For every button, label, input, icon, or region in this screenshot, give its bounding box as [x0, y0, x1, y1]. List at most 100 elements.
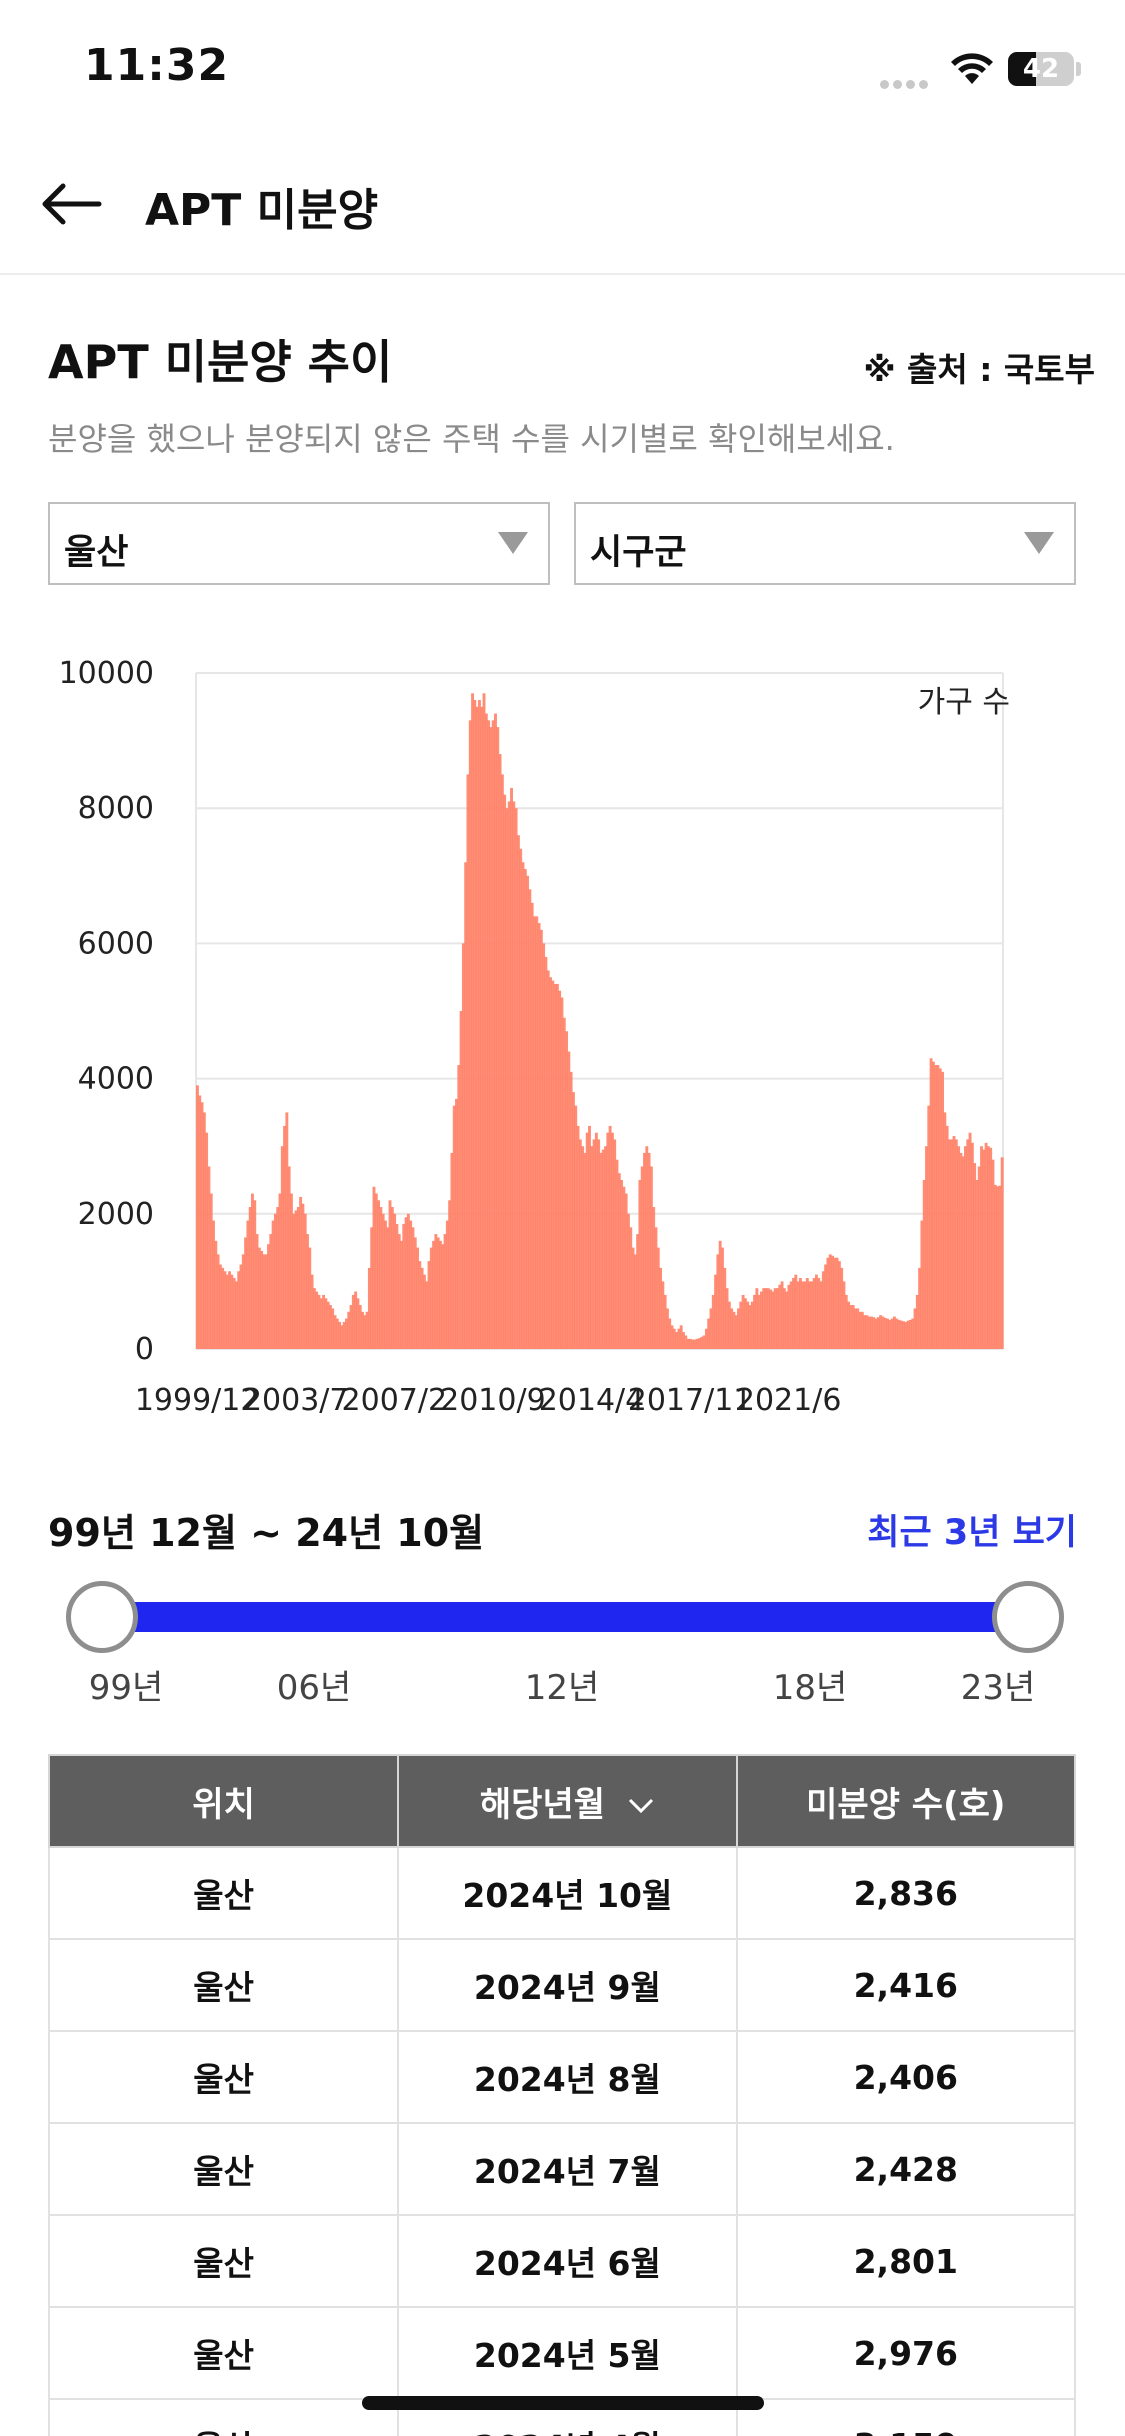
chart-bar: [741, 1294, 745, 1349]
cell-location: 울산: [47, 2122, 400, 2216]
chart-bar: [338, 1321, 342, 1349]
chart-bar: [833, 1257, 837, 1349]
chart-bar: [906, 1320, 910, 1349]
chart-bar: [849, 1305, 853, 1349]
column-header-location: 위치: [47, 1754, 400, 1848]
chart-bar: [785, 1291, 789, 1349]
chart-bar: [324, 1298, 328, 1349]
chart-bar: [805, 1278, 809, 1349]
chart-bar: [533, 916, 536, 1349]
chart-bar: [299, 1196, 303, 1349]
chart-bar: [562, 1017, 566, 1349]
chart-bar: [817, 1278, 821, 1349]
chart-bar: [606, 1132, 610, 1349]
section-title: APT 미분양 추이: [48, 335, 393, 389]
chart-bar: [216, 1254, 220, 1349]
chart-bar: [739, 1301, 743, 1349]
chart-bar: [257, 1247, 261, 1349]
chart-bar: [798, 1278, 802, 1349]
chart-bar: [892, 1316, 896, 1349]
chart-bar: [860, 1311, 864, 1349]
chart-bar: [496, 727, 500, 1349]
chart-bar: [993, 1184, 997, 1349]
chart-bar: [480, 706, 484, 1349]
chart-bar: [610, 1132, 614, 1349]
chart-bar: [402, 1223, 406, 1349]
cell-location: 울산: [47, 1846, 400, 1940]
chart-bar: [819, 1281, 823, 1349]
chart-bar: [686, 1338, 690, 1349]
cell-month: 2024년 6월: [397, 2214, 738, 2308]
back-button[interactable]: [36, 174, 106, 234]
chart-bar: [464, 862, 468, 1349]
chart-bar: [519, 848, 523, 1349]
chart-bar: [615, 1159, 619, 1349]
chart-bar: [853, 1308, 857, 1349]
chart-bar: [457, 1065, 461, 1349]
chart-bar: [244, 1237, 248, 1349]
chart-bar: [312, 1288, 316, 1349]
chart-bar: [269, 1234, 273, 1349]
chart-bar: [571, 1092, 575, 1349]
recent-3-years-link[interactable]: 최근 3년 보기: [867, 1513, 1077, 1553]
chart-bar: [831, 1255, 834, 1349]
chart-bar: [879, 1315, 883, 1349]
chart-bar: [565, 1031, 569, 1349]
chart-bar: [294, 1210, 298, 1349]
chart-y-ticks: 0 2000 4000 6000 8000 10000: [59, 656, 154, 1367]
chart-bar: [716, 1254, 720, 1349]
chart-bar: [684, 1335, 688, 1349]
chart-bar: [315, 1291, 319, 1349]
chart-bar: [888, 1319, 892, 1349]
region-select[interactable]: 울산: [48, 502, 550, 585]
chart-bar: [688, 1338, 692, 1349]
chart-bar: [881, 1316, 885, 1349]
chart-y-tick-label: 4000: [78, 1062, 154, 1097]
chart-bar: [824, 1264, 828, 1349]
chart-bar: [941, 1071, 944, 1349]
chart-bar: [482, 693, 486, 1349]
chart-bar: [296, 1207, 300, 1349]
chart-bar: [317, 1294, 321, 1349]
status-bar: 11:32 42: [0, 0, 1125, 140]
chart-bar: [345, 1318, 348, 1349]
chart-bar: [945, 1125, 949, 1349]
chart-bar: [675, 1332, 679, 1349]
chart-bar: [214, 1240, 218, 1349]
chart-bar: [319, 1298, 323, 1349]
chart-bar: [505, 808, 509, 1349]
chart-bar: [267, 1244, 270, 1349]
chart-bar: [372, 1186, 376, 1349]
chart-bar: [406, 1213, 410, 1349]
slider-label-23: 23년: [960, 1668, 1036, 1708]
cell-month: 2024년 10월: [397, 1846, 738, 1940]
chart-bar: [915, 1294, 919, 1349]
chart-bar: [377, 1200, 381, 1349]
chart-bar: [553, 983, 557, 1349]
chart-bar: [322, 1294, 325, 1349]
chart-bar: [656, 1247, 660, 1349]
range-slider-start-handle[interactable]: [66, 1581, 138, 1653]
column-header-month[interactable]: 해당년월: [397, 1754, 738, 1848]
chart-bar: [647, 1152, 651, 1349]
chart-bar: [964, 1146, 967, 1349]
table-row: 울산 2024년 7월 2,428: [47, 2122, 1077, 2216]
district-select[interactable]: 시구군: [574, 502, 1076, 585]
slider-label-06: 06년: [276, 1668, 352, 1708]
chart-bar: [436, 1237, 440, 1349]
chart-bar: [539, 929, 543, 1349]
chart-bar: [276, 1207, 280, 1349]
chart-bar: [358, 1305, 362, 1349]
chart-gridlines: [195, 672, 1004, 1350]
range-slider-track[interactable]: [102, 1602, 1028, 1632]
chart-bar: [546, 970, 550, 1349]
table-row: 울산 2024년 6월 2,801: [47, 2214, 1077, 2308]
chart-bar: [668, 1318, 672, 1349]
chart-bar: [920, 1220, 924, 1349]
chart-bar: [847, 1301, 850, 1349]
chart-bar: [1000, 1157, 1004, 1349]
cell-month: 2024년 8월: [397, 2030, 738, 2124]
range-slider-end-handle[interactable]: [992, 1581, 1064, 1653]
chart-bar: [260, 1250, 264, 1349]
status-time: 11:32: [84, 40, 230, 91]
